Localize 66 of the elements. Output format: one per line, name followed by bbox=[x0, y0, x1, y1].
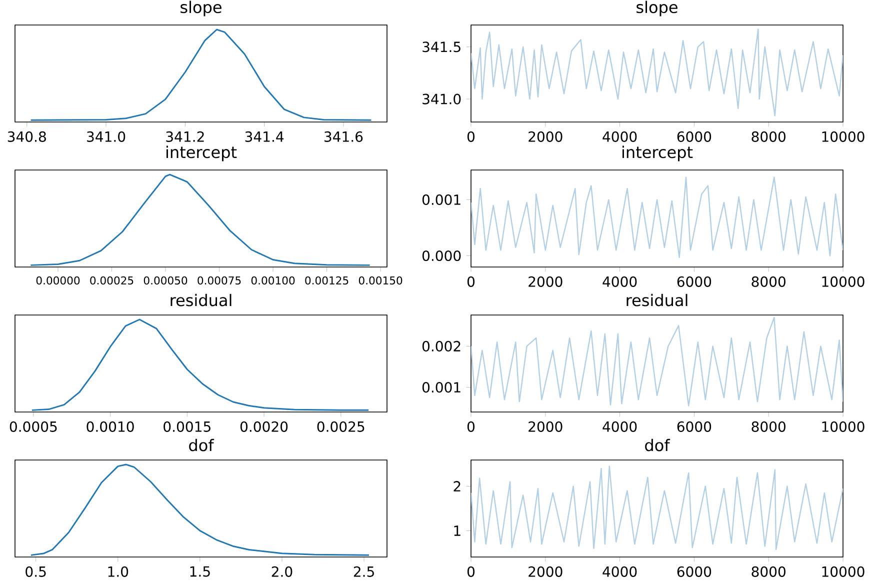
x-tick-label: 341.4 bbox=[245, 131, 284, 142]
x-tick-label: 10000 bbox=[822, 421, 864, 432]
x-tick-label: 6000 bbox=[677, 421, 712, 432]
y-tick-label: 0.001 bbox=[422, 382, 460, 393]
x-tick-label: 1.5 bbox=[190, 566, 210, 577]
x-tick-label: 0.00150 bbox=[358, 276, 402, 285]
x-tick-label: 8000 bbox=[752, 131, 786, 142]
chart-title: intercept bbox=[622, 146, 693, 162]
x-tick-label: 0.00025 bbox=[90, 276, 134, 285]
x-tick-label: 2.0 bbox=[272, 566, 292, 577]
x-tick-label: 2000 bbox=[528, 276, 562, 287]
x-tick-label: 4000 bbox=[602, 566, 637, 577]
chart-title: residual bbox=[170, 294, 232, 306]
x-tick-label: 0.00100 bbox=[251, 276, 295, 285]
x-tick-label: 2000 bbox=[528, 566, 562, 577]
y-tick-label: 0.000 bbox=[422, 250, 461, 262]
x-tick-label: 8000 bbox=[752, 421, 786, 432]
y-tick-label: 2 bbox=[454, 481, 460, 492]
chart-title: residual bbox=[626, 294, 688, 306]
chart-title: intercept bbox=[166, 146, 237, 162]
x-tick-label: 6000 bbox=[677, 566, 712, 577]
x-tick-label: 6000 bbox=[677, 131, 712, 142]
x-tick-label: 0.0020 bbox=[240, 421, 288, 432]
x-tick-label: 340.8 bbox=[8, 131, 46, 142]
x-tick-label: 0 bbox=[467, 131, 475, 142]
x-tick-label: 0.0005 bbox=[10, 421, 57, 432]
x-tick-label: 0 bbox=[467, 276, 475, 287]
y-tick-label: 0.002 bbox=[422, 340, 460, 352]
y-tick-label: 1 bbox=[454, 526, 460, 536]
chart-title: slope bbox=[180, 0, 222, 16]
x-tick-label: 2000 bbox=[528, 421, 562, 432]
x-tick-label: 1.0 bbox=[108, 566, 128, 577]
x-tick-label: 0.00125 bbox=[305, 276, 348, 285]
x-tick-label: 6000 bbox=[677, 276, 712, 287]
x-tick-label: 0.00000 bbox=[36, 276, 80, 285]
x-tick-label: 0.00050 bbox=[144, 276, 188, 285]
x-tick-label: 341.6 bbox=[324, 131, 363, 142]
x-tick-label: 0.0015 bbox=[164, 421, 210, 432]
line-series bbox=[471, 176, 843, 258]
x-tick-label: 10000 bbox=[822, 131, 864, 142]
x-tick-label: 4000 bbox=[602, 131, 637, 142]
x-tick-label: 10000 bbox=[822, 566, 864, 577]
x-tick-label: 4000 bbox=[602, 276, 637, 287]
x-tick-label: 4000 bbox=[602, 421, 637, 432]
x-tick-label: 0.0025 bbox=[317, 421, 364, 432]
x-tick-label: 0.00075 bbox=[198, 276, 241, 285]
line-series bbox=[471, 316, 843, 406]
line-series bbox=[471, 466, 843, 550]
x-tick-label: 0.5 bbox=[26, 566, 46, 577]
x-tick-label: 8000 bbox=[752, 276, 786, 287]
x-tick-label: 0 bbox=[467, 566, 475, 577]
x-tick-label: 0 bbox=[467, 421, 475, 432]
chart-title: dof bbox=[645, 438, 670, 452]
x-tick-label: 2.5 bbox=[354, 566, 374, 577]
x-tick-label: 2000 bbox=[528, 131, 562, 142]
x-tick-label: 10000 bbox=[822, 276, 864, 287]
x-tick-label: 341.2 bbox=[166, 131, 204, 142]
x-tick-label: 341.0 bbox=[87, 131, 126, 142]
y-tick-label: 341.0 bbox=[422, 94, 461, 104]
x-tick-label: 0.0010 bbox=[86, 421, 134, 432]
chart-title: slope bbox=[636, 0, 678, 16]
y-tick-label: 341.5 bbox=[422, 42, 460, 52]
chart-title: dof bbox=[189, 438, 214, 452]
x-tick-label: 8000 bbox=[752, 566, 786, 577]
line-series bbox=[471, 28, 843, 116]
y-tick-label: 0.001 bbox=[422, 194, 460, 205]
